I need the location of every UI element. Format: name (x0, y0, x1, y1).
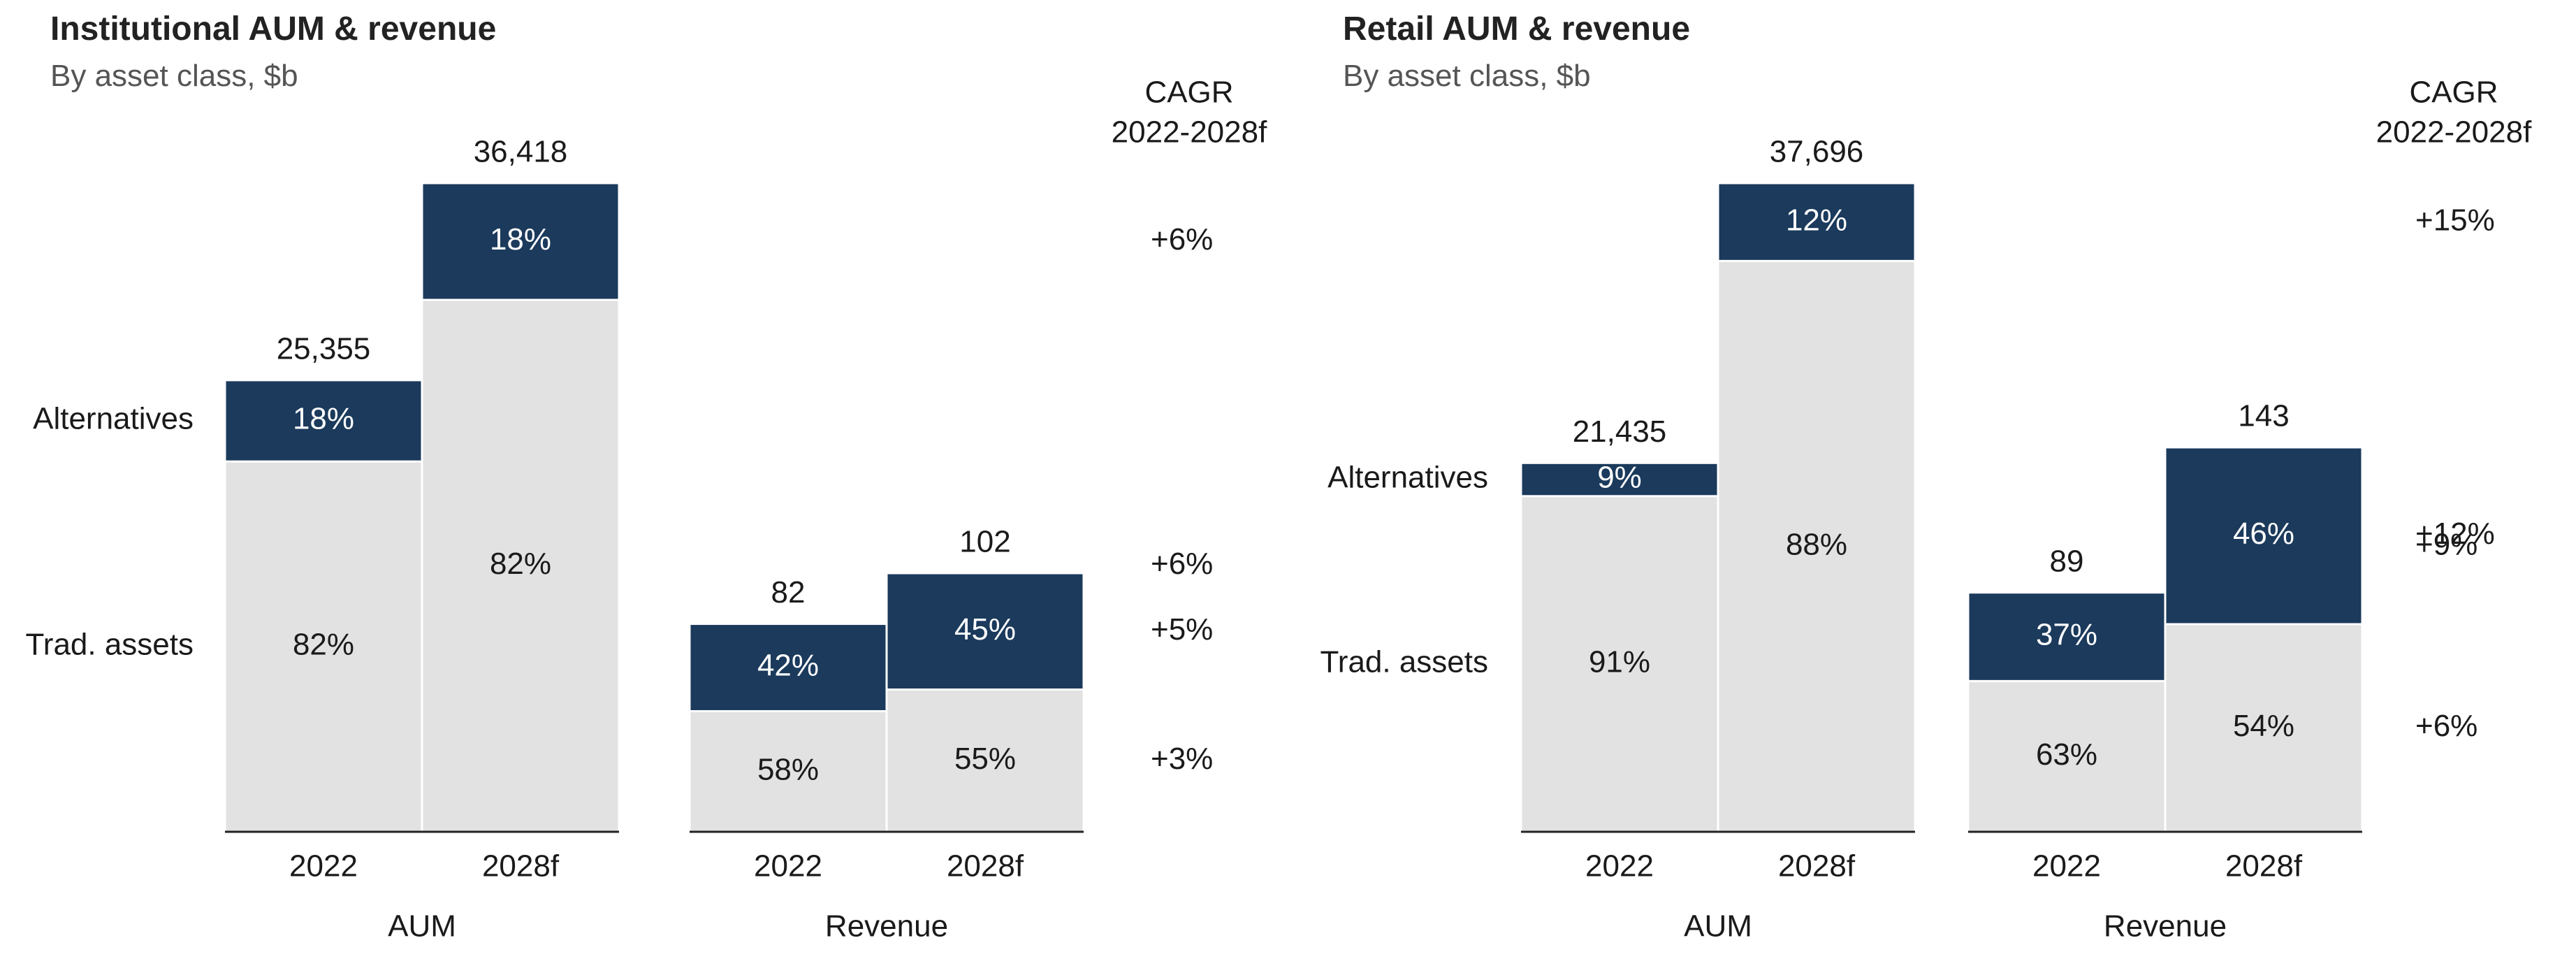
institutional-panel: Institutional AUM & revenue By asset cla… (26, 0, 1294, 959)
category-label: 2022 (289, 849, 358, 884)
category-label: 2028f (1778, 849, 1856, 884)
data-label: 91% (1589, 645, 1650, 679)
chart-subtitle: By asset class, $b (1343, 59, 1591, 93)
group-label: AUM (1684, 909, 1752, 944)
cagr-value: +6% (1151, 547, 1213, 581)
bar-alternatives (885, 572, 1085, 691)
bar-alternatives (1717, 182, 1916, 262)
data-label: 45% (954, 612, 1016, 647)
data-label: 54% (2233, 709, 2294, 743)
cagr-value: +3% (1151, 742, 1213, 776)
cagr-value: +6% (2415, 709, 2477, 743)
data-label: 9% (1597, 461, 1642, 495)
row-label: Trad. assets (1320, 645, 1488, 679)
total-label: 25,355 (277, 332, 371, 366)
cagr-header: CAGR (2409, 75, 2498, 110)
cagr-value: +5% (1151, 612, 1213, 647)
bar-alternatives (2164, 446, 2364, 626)
category-label: 2022 (1585, 849, 1654, 884)
data-label: 82% (490, 547, 551, 581)
bar-trad-assets (1717, 259, 1916, 833)
data-label: 18% (490, 222, 551, 257)
bar-trad-assets (688, 709, 888, 833)
cagr-value: +12% (2415, 517, 2495, 551)
total-label: 102 (959, 525, 1010, 559)
total-label: 89 (2050, 544, 2084, 578)
bar-trad-assets (2164, 623, 2364, 833)
cagr-header: 2022-2028f (2376, 115, 2532, 150)
row-label: Alternatives (1327, 461, 1488, 495)
row-label: Trad. assets (26, 628, 194, 662)
bar-alternatives (1520, 461, 1719, 498)
retail-chart: 9% 91% 21,435 2022 12% 88% 37,696 2028f AUM +15% +… (1320, 75, 2533, 944)
data-label: 42% (757, 649, 819, 683)
group-label: Revenue (2104, 909, 2227, 944)
bar-trad-assets (1520, 495, 1719, 833)
institutional-chart: 18% 82% 25,355 2022 18% 82% 36,418 2028f AUM +6% +… (26, 75, 1268, 944)
bar-alternatives (688, 623, 888, 712)
data-label: 55% (954, 742, 1016, 776)
cagr-value: +6% (1151, 222, 1213, 257)
bar-trad-assets (885, 688, 1085, 833)
cagr-header: CAGR (1144, 75, 1233, 110)
data-label: 12% (1786, 203, 1847, 237)
data-label: 88% (1786, 527, 1847, 561)
total-label: 143 (2238, 399, 2289, 433)
data-label: 82% (293, 628, 354, 662)
category-label: 2022 (754, 849, 822, 884)
data-label: 63% (2036, 737, 2097, 772)
group-label: AUM (388, 909, 456, 944)
cagr-value: +15% (2415, 203, 2495, 237)
row-label: Alternatives (33, 402, 194, 436)
data-label: 37% (2036, 618, 2097, 652)
bar-trad-assets (421, 298, 620, 833)
chart-title: Retail AUM & revenue (1343, 10, 1691, 48)
data-label: 46% (2233, 517, 2294, 551)
data-label: 58% (757, 752, 819, 786)
chart-subtitle: By asset class, $b (50, 59, 298, 93)
retail-panel: Retail AUM & revenue By asset class, $b … (1320, 0, 2576, 959)
category-label: 2028f (947, 849, 1024, 884)
bar-alternatives (1967, 591, 2167, 682)
bar-alternatives (421, 182, 620, 301)
bar-trad-assets (1967, 679, 2167, 833)
cagr-header: 2022-2028f (1112, 115, 1267, 150)
cagr-value: +9% (2415, 527, 2477, 561)
total-label: 21,435 (1573, 414, 1667, 449)
category-label: 2022 (2032, 849, 2101, 884)
category-label: 2028f (482, 849, 560, 884)
total-label: 36,418 (474, 135, 568, 169)
chart-title: Institutional AUM & revenue (50, 10, 497, 48)
total-label: 82 (771, 575, 806, 610)
category-label: 2028f (2225, 849, 2303, 884)
data-label: 18% (293, 402, 354, 436)
group-label: Revenue (825, 909, 948, 944)
total-label: 37,696 (1770, 135, 1864, 169)
